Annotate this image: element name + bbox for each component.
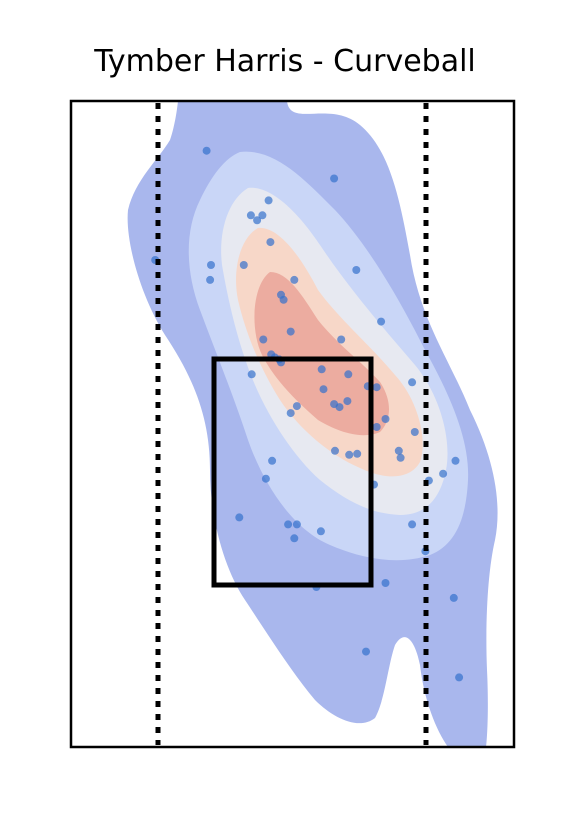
pitch-point-26 (344, 370, 353, 379)
pitch-point-32 (372, 423, 381, 431)
pitch-point-50 (235, 513, 244, 522)
pitch-point-43 (396, 453, 405, 462)
pitch-point-45 (439, 469, 448, 478)
pitch-point-6 (239, 261, 248, 269)
pitch-point-41 (331, 446, 339, 455)
pitch-points (151, 146, 464, 682)
pitch-point-35 (330, 400, 339, 409)
pitch-point-9 (258, 211, 267, 220)
pitch-point-7 (246, 211, 255, 220)
pitch-point-39 (345, 450, 354, 459)
density-level-5 (254, 272, 389, 436)
pitch-point-1 (202, 146, 211, 155)
pitch-point-54 (316, 527, 325, 536)
pitch-point-13 (352, 266, 361, 274)
pitch-point-33 (381, 415, 390, 423)
pitch-point-46 (451, 456, 460, 465)
pitch-point-30 (408, 378, 417, 387)
pitch-point-5 (206, 275, 215, 284)
pitch-point-16 (279, 295, 288, 304)
density-contours (127, 101, 498, 747)
pitch-point-27 (319, 385, 328, 394)
pitch-point-37 (286, 409, 295, 418)
pitch-point-44 (268, 456, 277, 465)
pitch-point-17 (286, 327, 295, 336)
pitch-point-61 (455, 673, 464, 682)
strike-zone (211, 356, 374, 588)
pitch-point-11 (266, 238, 275, 247)
pitch-point-18 (259, 335, 268, 344)
pitch-point-51 (292, 520, 301, 529)
pitch-point-40 (353, 449, 362, 458)
pitch-point-14 (377, 317, 386, 326)
pitch-point-58 (381, 579, 390, 587)
pitch-point-52 (408, 520, 417, 529)
pitch-point-31 (343, 397, 352, 406)
pitch-point-10 (264, 196, 273, 205)
pitch-point-38 (410, 428, 419, 436)
pitch-point-55 (290, 534, 299, 543)
pitch-point-25 (317, 365, 326, 374)
pitch-point-59 (449, 593, 458, 602)
pitch-point-8 (253, 216, 262, 225)
pitch-point-4 (207, 261, 215, 269)
pitch-point-60 (362, 647, 370, 656)
pitch-point-24 (247, 370, 256, 379)
pitch-point-36 (292, 402, 301, 411)
pitch-point-28 (372, 383, 381, 392)
pitch-point-12 (290, 275, 299, 284)
pitch-point-19 (337, 335, 346, 344)
pitch-point-47 (261, 474, 270, 483)
plot-frame (69, 99, 516, 749)
chart-title: Tymber Harris - Curveball (94, 44, 476, 79)
pitch-point-2 (330, 174, 339, 183)
pitch-point-42 (394, 446, 403, 455)
pitch-point-53 (284, 520, 293, 529)
